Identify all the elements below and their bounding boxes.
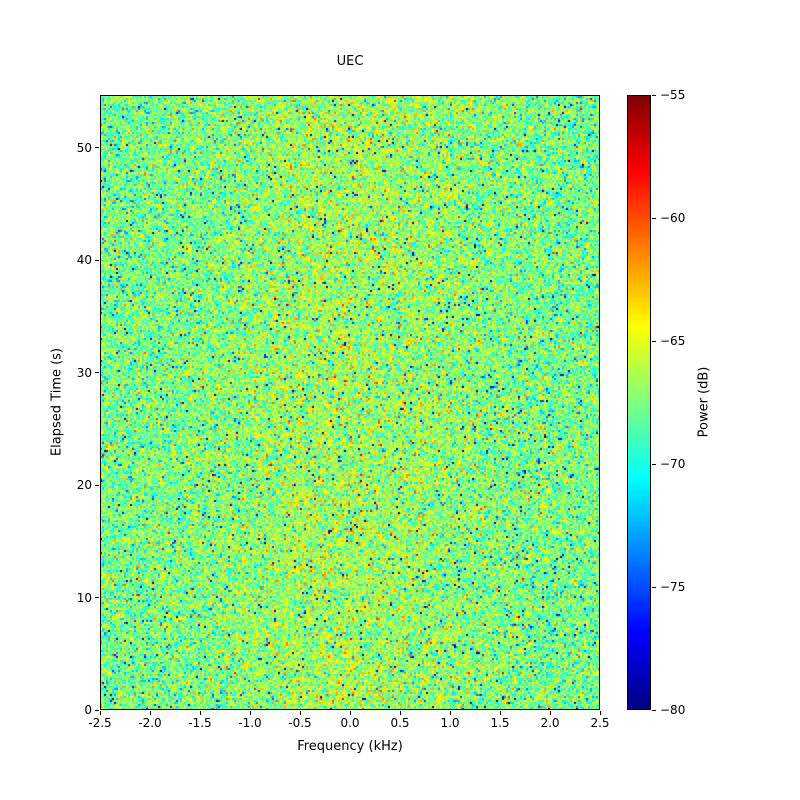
y-tick-label: 50 bbox=[76, 140, 92, 155]
colorbar-tick-mark bbox=[652, 463, 656, 465]
x-tick-mark bbox=[199, 711, 201, 715]
x-tick-mark bbox=[299, 711, 301, 715]
y-tick-mark bbox=[95, 259, 99, 261]
colorbar-tick-label: −75 bbox=[660, 580, 686, 594]
x-tick-mark bbox=[349, 711, 351, 715]
colorbar-gradient-canvas bbox=[627, 95, 651, 710]
x-axis-label: Frequency (kHz) bbox=[297, 739, 403, 754]
x-tick-mark bbox=[99, 711, 101, 715]
x-tick-mark bbox=[599, 711, 601, 715]
x-tick-label: 1.0 bbox=[440, 716, 460, 730]
y-tick-mark bbox=[95, 372, 99, 374]
x-tick-label: 2.0 bbox=[540, 716, 560, 730]
x-tick-label: -1.0 bbox=[238, 716, 262, 730]
colorbar-tick-mark bbox=[652, 340, 656, 342]
spectrogram-heatmap-canvas bbox=[100, 95, 600, 710]
x-tick-label: -2.0 bbox=[138, 716, 162, 730]
colorbar-tick-label: −70 bbox=[660, 457, 686, 471]
y-tick-mark bbox=[95, 484, 99, 486]
y-tick-label: 40 bbox=[76, 253, 92, 268]
y-tick-mark bbox=[95, 709, 99, 711]
x-tick-mark bbox=[549, 711, 551, 715]
colorbar-tick-label: −55 bbox=[660, 88, 686, 102]
colorbar-tick-mark bbox=[652, 94, 656, 96]
colorbar-tick-label: −65 bbox=[660, 334, 686, 348]
y-tick-label: 0 bbox=[84, 703, 92, 717]
colorbar-tick-label: −60 bbox=[660, 211, 686, 225]
x-tick-label: 0.5 bbox=[390, 716, 410, 730]
colorbar-tick-label: −80 bbox=[660, 703, 686, 717]
y-tick-mark bbox=[95, 147, 99, 149]
y-tick-mark bbox=[95, 597, 99, 599]
x-tick-label: -2.5 bbox=[88, 716, 112, 730]
x-tick-label: -1.5 bbox=[188, 716, 212, 730]
colorbar-tick-mark bbox=[652, 217, 656, 219]
y-tick-label: 30 bbox=[76, 365, 92, 380]
colorbar-tick-mark bbox=[652, 586, 656, 588]
colorbar-tick-mark bbox=[652, 709, 656, 711]
plot-title: UEC bbox=[336, 54, 364, 69]
spectrogram-plot-area bbox=[100, 95, 600, 710]
colorbar-label: Power (dB) bbox=[696, 366, 712, 438]
x-tick-label: 2.5 bbox=[590, 716, 610, 730]
y-tick-label: 20 bbox=[76, 478, 92, 493]
y-tick-label: 10 bbox=[76, 590, 92, 605]
x-tick-mark bbox=[499, 711, 501, 715]
x-tick-mark bbox=[449, 711, 451, 715]
colorbar bbox=[627, 95, 651, 710]
x-tick-mark bbox=[399, 711, 401, 715]
x-tick-mark bbox=[249, 711, 251, 715]
x-tick-label: -0.5 bbox=[288, 716, 312, 730]
x-tick-mark bbox=[149, 711, 151, 715]
x-tick-label: 0.0 bbox=[340, 716, 360, 730]
x-tick-label: 1.5 bbox=[490, 716, 510, 730]
